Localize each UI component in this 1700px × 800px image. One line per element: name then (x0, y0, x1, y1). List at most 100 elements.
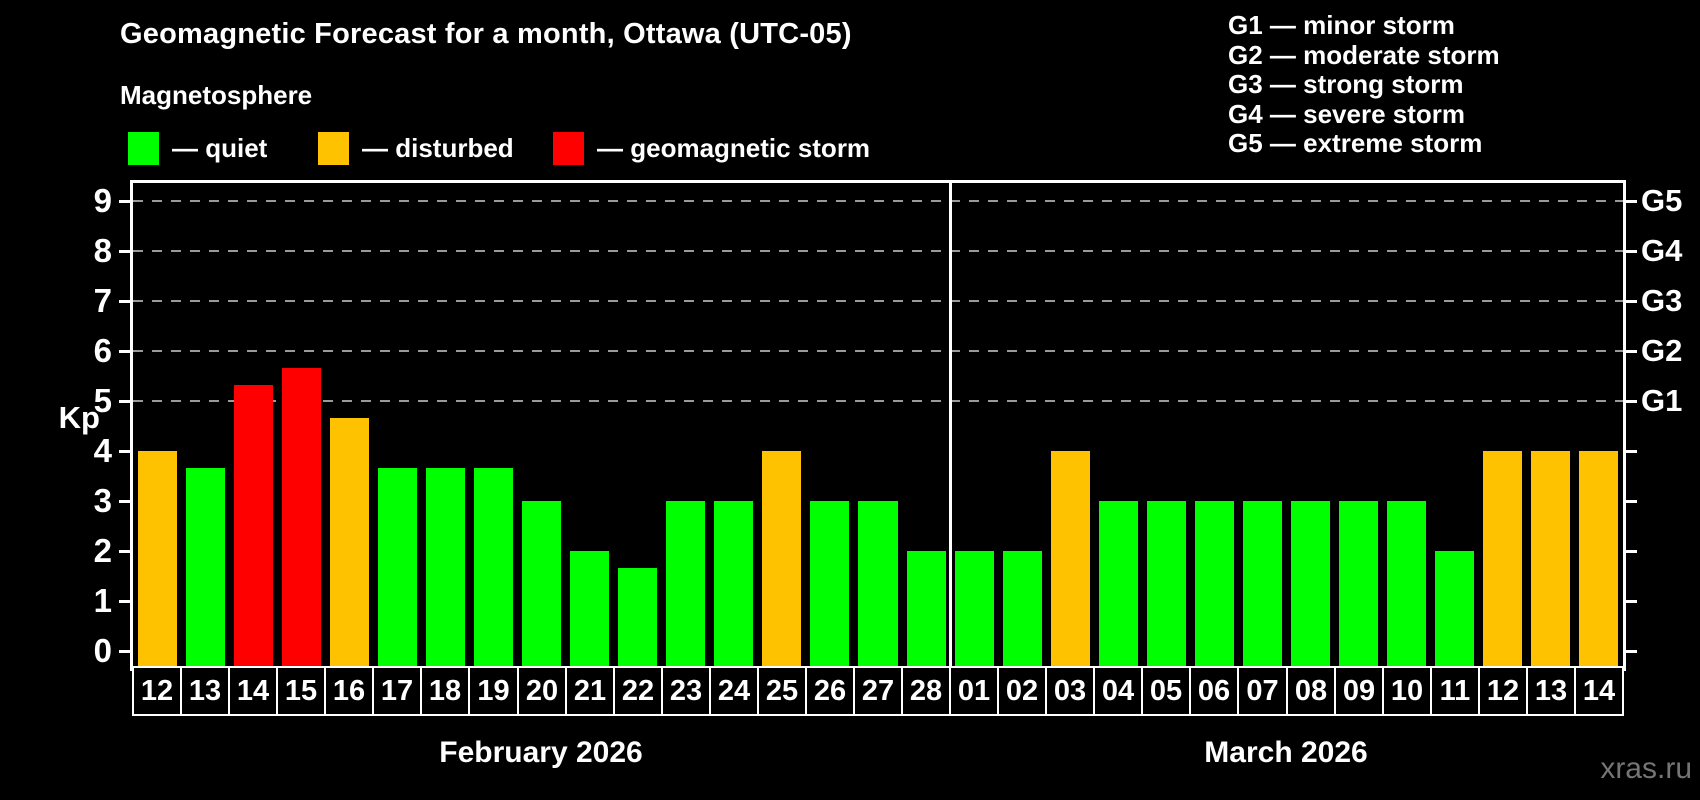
day-label: 21 (565, 666, 615, 716)
y-axis-tick-label: 2 (93, 532, 112, 569)
kp-bar (1291, 501, 1331, 668)
g3-legend-line: G3 — strong storm (1228, 69, 1464, 99)
gridline-g5 (133, 200, 1623, 202)
day-label: 01 (949, 666, 999, 716)
right-axis-tick (1624, 449, 1637, 453)
kp-bar (1194, 501, 1234, 668)
g4-legend-line: G4 — severe storm (1228, 98, 1466, 129)
kp-bar (666, 501, 706, 668)
day-label: 17 (372, 666, 422, 716)
kp-bar (618, 567, 658, 668)
y-axis-tick-label: 4 (93, 432, 112, 469)
g-scale-legend: G1 — minor storm G2 — moderate storm G3 … (1228, 10, 1500, 159)
day-label: 18 (420, 666, 470, 716)
kp-bar (233, 384, 273, 668)
day-label: 03 (1045, 666, 1095, 716)
day-label: 13 (1526, 666, 1576, 716)
y-axis-tick (119, 499, 132, 503)
legend-item-storm: — geomagnetic storm (553, 132, 870, 165)
right-axis-tick (1624, 399, 1637, 403)
day-label: 28 (901, 666, 951, 716)
watermark: xras.ru (1600, 752, 1692, 785)
day-label: 11 (1430, 666, 1480, 716)
disturbed-color-swatch (318, 132, 349, 165)
right-axis-tick (1624, 549, 1637, 553)
day-label: 05 (1141, 666, 1191, 716)
y-axis-tick (119, 349, 132, 353)
day-label: 07 (1237, 666, 1288, 716)
day-label: 13 (180, 666, 230, 716)
kp-bar (377, 467, 417, 668)
day-label: 12 (1478, 666, 1528, 716)
kp-bar (1387, 501, 1427, 668)
kp-bar (281, 367, 321, 668)
day-label: 22 (613, 666, 663, 716)
right-axis-tick (1624, 649, 1637, 653)
day-label: 15 (276, 666, 326, 716)
storm-legend-label: — geomagnetic storm (597, 133, 871, 163)
right-axis-tick (1624, 299, 1637, 303)
kp-bar (762, 451, 802, 668)
day-label: 25 (757, 666, 807, 716)
page-title: Geomagnetic Forecast for a month, Ottawa… (120, 18, 852, 50)
gridline-g1 (133, 400, 1623, 402)
day-label: 06 (1189, 666, 1239, 716)
day-label: 04 (1093, 666, 1143, 716)
y-axis-tick-label: 6 (93, 332, 112, 369)
y-axis-tick (119, 449, 132, 453)
kp-bar (329, 417, 369, 668)
kp-bar (906, 551, 946, 668)
day-label: 14 (228, 666, 278, 716)
y-axis-tick-label: 8 (93, 232, 112, 269)
right-axis-label-g1: G1 (1641, 383, 1683, 418)
day-label: 10 (1382, 666, 1432, 716)
y-axis-tick-label: 1 (93, 582, 112, 619)
day-label: 20 (517, 666, 567, 716)
kp-bar (1098, 501, 1138, 668)
day-label: 26 (805, 666, 855, 716)
y-axis-tick-label: 3 (93, 482, 112, 519)
day-label: 09 (1334, 666, 1384, 716)
gridline-g2 (133, 350, 1623, 352)
storm-color-swatch (553, 132, 584, 165)
gridline-g3 (133, 300, 1623, 302)
day-label: 02 (997, 666, 1047, 716)
y-axis-tick-label: 7 (93, 282, 112, 319)
kp-bar (1531, 451, 1571, 668)
y-axis-tick (119, 649, 132, 653)
right-axis-label-g4: G4 (1641, 233, 1683, 268)
kp-bar (1483, 451, 1523, 668)
right-axis-tick (1624, 199, 1637, 203)
day-label: 24 (709, 666, 759, 716)
day-label: 27 (853, 666, 903, 716)
kp-bar (954, 551, 994, 668)
kp-bar (858, 501, 898, 668)
day-label: 08 (1286, 666, 1336, 716)
kp-bar (1002, 551, 1042, 668)
quiet-color-swatch (128, 132, 159, 165)
right-axis-label-g2: G2 (1641, 333, 1683, 368)
kp-bar (714, 501, 754, 668)
month-label-march: March 2026 (1204, 736, 1368, 769)
day-label: 19 (468, 666, 519, 716)
right-axis-label-g5: G5 (1641, 183, 1683, 218)
g2-legend-line: G2 — moderate storm (1228, 39, 1500, 70)
kp-bar (570, 551, 610, 668)
y-axis-tick (119, 399, 132, 403)
kp-bar (1339, 501, 1379, 668)
kp-bar (1242, 501, 1283, 668)
kp-bar (425, 467, 465, 668)
kp-bar (1050, 451, 1090, 668)
day-label: 12 (132, 666, 182, 716)
magnetosphere-subtitle: Magnetosphere (120, 80, 313, 110)
right-axis-tick (1624, 599, 1637, 603)
day-label: 23 (661, 666, 711, 716)
right-axis-tick (1624, 249, 1637, 253)
y-axis-title: Kp (58, 400, 100, 435)
day-label: 14 (1574, 666, 1624, 716)
gridline-g4 (133, 250, 1623, 252)
g5-legend-line: G5 — extreme storm (1228, 128, 1483, 158)
right-axis-label-g3: G3 (1641, 283, 1683, 318)
right-axis-tick (1624, 349, 1637, 353)
